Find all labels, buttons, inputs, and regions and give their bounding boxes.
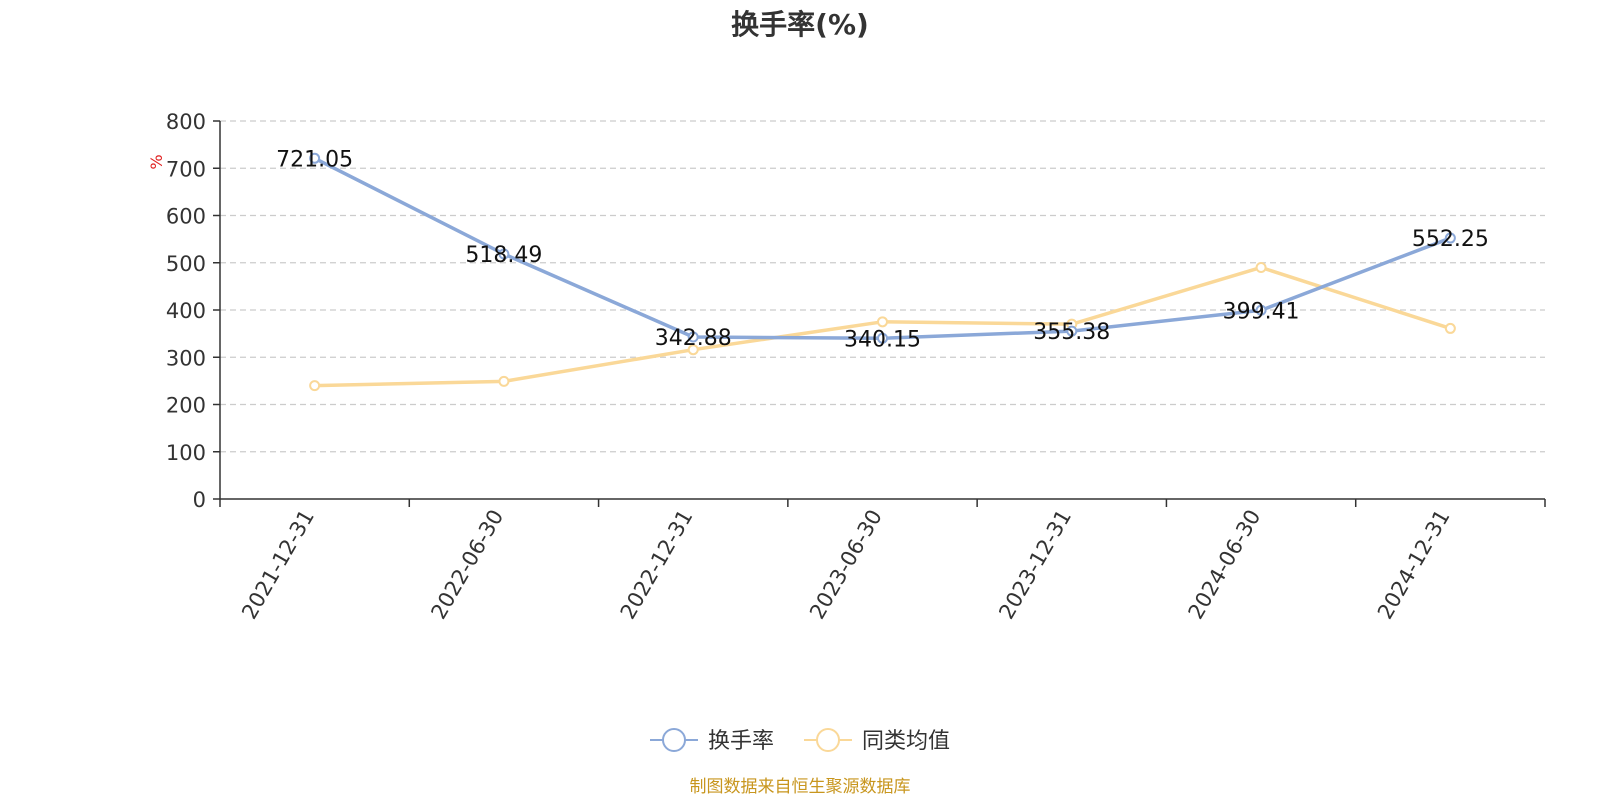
data-point-peer-average[interactable] <box>877 316 888 328</box>
y-tick-label: 700 <box>166 157 206 181</box>
data-point-peer-average[interactable] <box>1444 322 1456 334</box>
grid-lines <box>220 120 1545 453</box>
data-point-peer-average[interactable] <box>687 344 699 356</box>
y-tick-label: 800 <box>166 110 206 134</box>
data-label: 355.38 <box>1033 320 1110 345</box>
data-point-turnover[interactable] <box>498 248 510 260</box>
y-axis-unit: % <box>147 154 166 169</box>
data-point-peer-average[interactable] <box>498 375 510 387</box>
data-point-turnover[interactable] <box>309 152 321 164</box>
data-point-turnover[interactable] <box>1255 304 1267 316</box>
y-tick-label: 0 <box>193 488 206 512</box>
y-tick-labels: 0 100 200 300 400 500 600 700 800 <box>166 110 206 512</box>
data-label: 399.41 <box>1223 299 1300 324</box>
y-tick-label: 200 <box>166 394 206 418</box>
legend-label-turnover: 换手率 <box>708 729 774 754</box>
data-point-turnover[interactable] <box>1066 325 1078 337</box>
x-tick-label: 2024-06-30 <box>1184 506 1266 624</box>
legend: 换手率 同类均值 <box>650 728 950 754</box>
data-point-peer-average[interactable] <box>1255 261 1267 273</box>
chart-title: 换手率(%) <box>731 8 869 41</box>
y-tick-label: 100 <box>166 441 206 465</box>
x-tick-labels: 2021-12-31 2022-06-30 2022-12-31 2023-06-30… <box>237 506 1455 624</box>
x-tick-label: 2022-12-31 <box>616 506 698 624</box>
data-label: 518.49 <box>465 243 542 268</box>
data-point-turnover[interactable] <box>687 331 699 343</box>
x-tick-label: 2024-12-31 <box>1373 506 1455 624</box>
x-tick-label: 2022-06-30 <box>426 506 508 624</box>
y-tick-label: 400 <box>166 299 206 323</box>
y-tick-label: 300 <box>166 346 206 370</box>
data-label: 340.15 <box>844 327 921 352</box>
x-tick-label: 2021-12-31 <box>237 506 319 624</box>
data-point-turnover[interactable] <box>1444 232 1456 244</box>
y-tick-label: 500 <box>166 252 206 276</box>
legend-item-peer-average[interactable]: 同类均值 <box>804 728 950 754</box>
data-point-peer-average[interactable] <box>309 380 321 392</box>
x-tick-label: 2023-12-31 <box>994 506 1076 624</box>
data-point-turnover[interactable] <box>877 332 888 344</box>
data-label: 342.88 <box>655 326 732 351</box>
axes <box>213 120 1546 507</box>
legend-marker-turnover <box>662 728 686 752</box>
legend-label-peer-average: 同类均值 <box>862 729 950 754</box>
x-tick-label: 2023-06-30 <box>805 506 887 624</box>
y-tick-label: 600 <box>166 205 206 229</box>
data-source-note: 制图数据来自恒生聚源数据库 <box>690 777 911 797</box>
data-label: 552.25 <box>1412 227 1489 252</box>
data-labels: 721.05 518.49 342.88 340.15 355.38 399.41 552.… <box>276 147 1489 352</box>
data-label: 721.05 <box>276 147 353 172</box>
legend-item-turnover[interactable]: 换手率 <box>650 728 774 754</box>
series-lines <box>309 152 1456 392</box>
legend-marker-peer-average <box>816 728 840 752</box>
